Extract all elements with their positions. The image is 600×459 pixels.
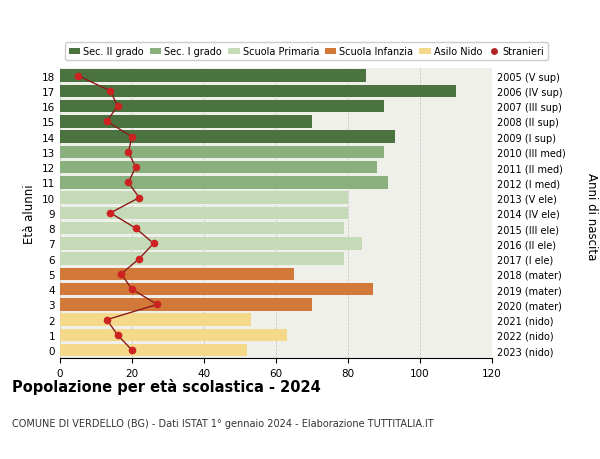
Bar	[60, 329, 287, 341]
Bar	[60, 238, 362, 250]
Bar	[60, 192, 348, 204]
Text: Popolazione per età scolastica - 2024: Popolazione per età scolastica - 2024	[12, 379, 321, 395]
Bar	[60, 70, 366, 83]
Bar	[60, 177, 388, 189]
Bar	[60, 344, 247, 357]
Bar	[60, 314, 251, 326]
Bar	[60, 131, 395, 144]
Bar	[60, 101, 384, 113]
Bar	[60, 268, 294, 280]
Bar	[60, 223, 344, 235]
Text: Anni di nascita: Anni di nascita	[584, 172, 598, 259]
Bar	[60, 162, 377, 174]
Bar	[60, 298, 312, 311]
Text: COMUNE DI VERDELLO (BG) - Dati ISTAT 1° gennaio 2024 - Elaborazione TUTTITALIA.I: COMUNE DI VERDELLO (BG) - Dati ISTAT 1° …	[12, 418, 434, 428]
Bar	[60, 85, 456, 98]
Bar	[60, 116, 312, 129]
Y-axis label: Età alunni: Età alunni	[23, 184, 37, 243]
Legend: Sec. II grado, Sec. I grado, Scuola Primaria, Scuola Infanzia, Asilo Nido, Stran: Sec. II grado, Sec. I grado, Scuola Prim…	[65, 43, 548, 61]
Bar	[60, 283, 373, 296]
Bar	[60, 146, 384, 159]
Bar	[60, 253, 344, 265]
Bar	[60, 207, 348, 220]
